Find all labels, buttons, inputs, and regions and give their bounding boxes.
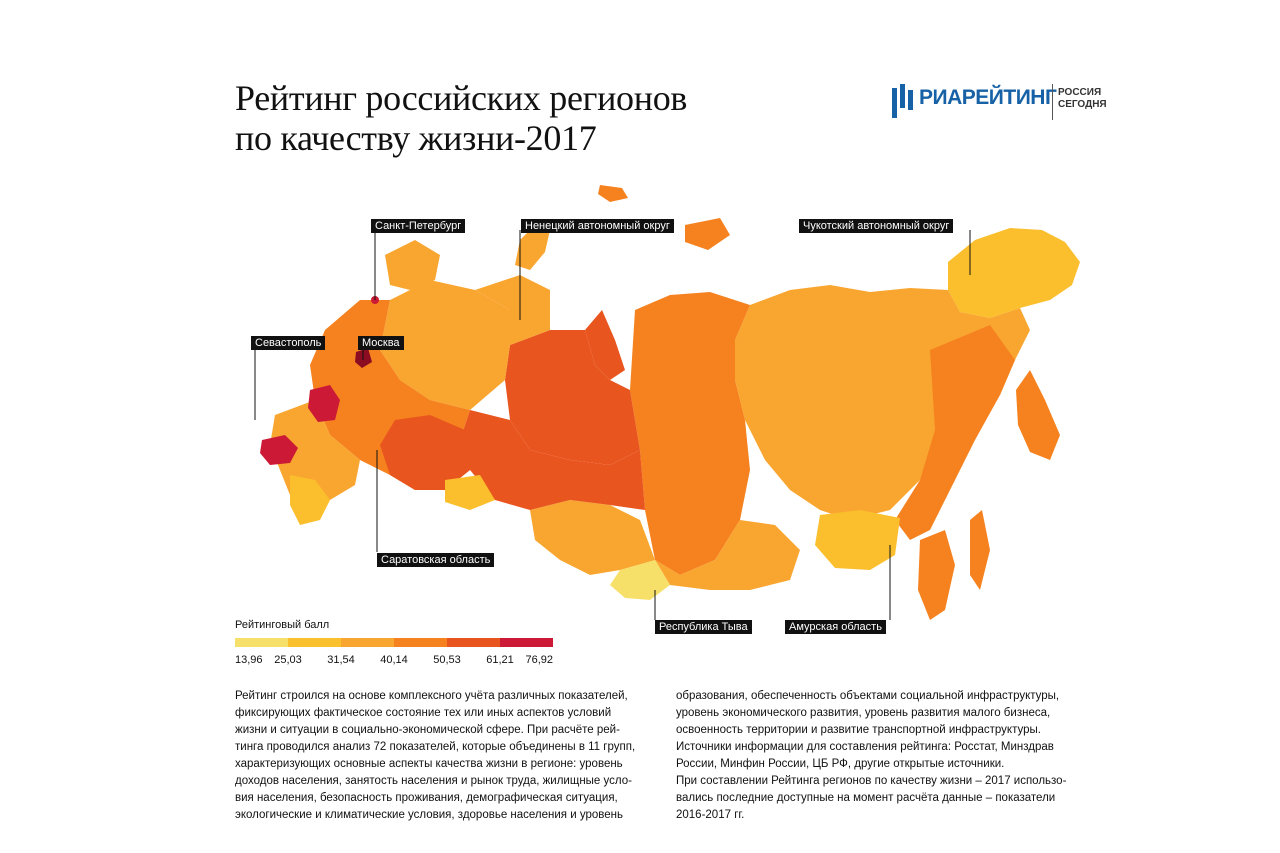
callout-nenets: Ненецкий автономный округ	[521, 219, 674, 233]
russia-regions-map	[254, 185, 1080, 620]
legend-color-bar	[235, 638, 553, 647]
desc1-line-4: тинга проводился анализ 72 показателей, …	[235, 741, 636, 753]
legend-tick-1: 13,96	[235, 654, 263, 666]
region-amur	[815, 510, 900, 570]
desc1-line-1: Рейтинг строился на основе комплексного …	[235, 690, 628, 702]
callout-tyva: Республика Тыва	[655, 620, 752, 634]
description-column-2: образования, обеспеченность объектами со…	[676, 688, 1116, 824]
logo-sub-line-2: СЕГОДНЯ	[1058, 99, 1107, 110]
region-volga	[380, 415, 470, 490]
region-south-siberia	[530, 500, 655, 575]
region-irkutsk	[655, 520, 800, 590]
legend-tick-4: 40,14	[380, 654, 408, 666]
legend-tick-2: 25,03	[274, 654, 302, 666]
region-orenburg	[445, 475, 495, 510]
desc2-line-4: Источники информации для составления рей…	[676, 741, 1054, 753]
desc2-line-1: образования, обеспеченность объектами со…	[676, 690, 1060, 702]
legend-tick-3: 31,54	[327, 654, 355, 666]
legend-title: Рейтинговый балл	[235, 619, 330, 631]
desc2-line-7: вались последние доступные на момент рас…	[676, 792, 1056, 804]
callout-amur: Амурская область	[785, 620, 886, 634]
region-primorye	[918, 530, 955, 620]
legend-seg-4	[394, 638, 447, 647]
region-north-caucasus	[290, 475, 330, 525]
desc1-line-8: экологические и климатические условия, з…	[235, 809, 623, 821]
desc2-line-8: 2016-2017 гг.	[676, 809, 745, 821]
desc2-line-3: освоенность территории и развитие трансп…	[676, 724, 1041, 736]
ria-rating-logo: РИАРЕЙТИНГ РОССИЯ СЕГОДНЯ	[892, 84, 1112, 124]
title-line-1: Рейтинг российских регионов	[235, 78, 688, 118]
desc1-line-5: характеризующих основные аспекты качеств…	[235, 758, 623, 770]
legend-seg-5	[447, 638, 500, 647]
callout-chukotka: Чукотский автономный округ	[799, 219, 954, 233]
region-crimea	[260, 435, 298, 465]
page-title: Рейтинг российских регионов по качеству …	[235, 78, 687, 158]
region-kamchatka	[1016, 370, 1060, 460]
logo-divider	[1052, 84, 1053, 120]
region-novaya-zemlya	[515, 225, 550, 270]
logo-brand: РИАРЕЙТИНГ	[919, 86, 1057, 109]
legend-seg-2	[288, 638, 341, 647]
callout-saratov: Саратовская область	[377, 553, 495, 567]
region-urals	[460, 410, 645, 510]
region-khabarovsk	[895, 325, 1015, 540]
legend-tick-7: 76,92	[525, 654, 553, 666]
ria-logo-icon	[892, 84, 913, 118]
region-taymyr-north	[585, 310, 625, 380]
region-franz-josef	[685, 218, 730, 250]
region-arctic-islands	[598, 185, 628, 202]
callout-sevastopol: Севастополь	[251, 336, 326, 350]
region-nenets	[475, 275, 550, 345]
legend-seg-6	[500, 638, 553, 647]
region-komi	[380, 280, 510, 410]
desc1-line-3: жизни и ситуации в социально-экономическ…	[235, 724, 620, 736]
legend-seg-3	[341, 638, 394, 647]
callout-spb: Санкт-Петербург	[371, 219, 466, 233]
callout-moscow: Москва	[358, 336, 404, 350]
desc2-line-5: России, Минфин России, ЦБ РФ, другие отк…	[676, 758, 1005, 770]
legend-tick-6: 61,21	[486, 654, 514, 666]
region-krasnoyarsk	[630, 292, 750, 575]
legend-tick-5: 50,53	[433, 654, 461, 666]
region-sakhalin	[970, 510, 990, 590]
desc1-line-6: доходов населения, занятость населения и…	[235, 775, 632, 787]
region-yamal	[505, 330, 640, 465]
desc2-line-2: уровень экономического развития, уровень…	[676, 707, 1051, 719]
desc1-line-7: вия населения, безопасность проживания, …	[235, 792, 618, 804]
desc1-line-2: фиксирующих фактическое состояние тех ил…	[235, 707, 612, 719]
description-column-1: Рейтинг строился на основе комплексного …	[235, 688, 665, 824]
legend-seg-1	[235, 638, 288, 647]
logo-subtitle: РОССИЯ СЕГОДНЯ	[1058, 87, 1118, 111]
title-line-2: по качеству жизни-2017	[235, 118, 597, 158]
region-kola	[385, 240, 440, 290]
region-chukotka	[948, 228, 1080, 318]
logo-sub-line-1: РОССИЯ	[1058, 87, 1102, 98]
region-moscow-oblast	[308, 385, 340, 422]
desc2-line-6: При составлении Рейтинга регионов по кач…	[676, 775, 1067, 787]
